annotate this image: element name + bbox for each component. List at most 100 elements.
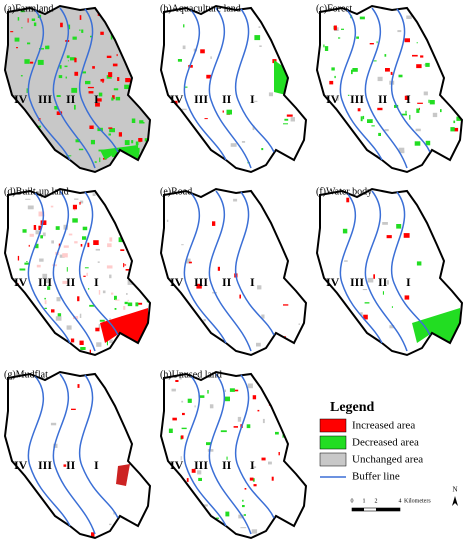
change-patch	[254, 100, 258, 102]
buffer-line	[364, 190, 408, 352]
change-patch	[280, 232, 282, 237]
change-patch	[42, 232, 46, 237]
change-patch	[31, 324, 35, 329]
change-patch	[138, 138, 143, 142]
scale-tick: 2	[375, 498, 378, 504]
change-patch	[38, 125, 41, 128]
change-patch	[32, 315, 36, 320]
change-patch	[22, 229, 27, 233]
zone-label: I	[250, 458, 255, 472]
change-patch	[187, 398, 192, 403]
north-arrow-icon	[452, 496, 458, 506]
change-patch	[194, 405, 196, 408]
change-patch	[268, 92, 273, 97]
scale-tick: 4	[399, 498, 402, 504]
change-patch	[359, 16, 365, 20]
change-patch	[423, 205, 426, 210]
change-patch	[124, 48, 128, 53]
change-patch	[233, 198, 238, 202]
change-patch	[371, 125, 375, 127]
map-panel: IV III II I(g)Mudflat	[4, 369, 151, 539]
change-patch	[166, 219, 169, 222]
change-patch	[99, 319, 105, 322]
change-patch	[85, 80, 91, 85]
buffer-line	[364, 7, 408, 169]
change-patch	[291, 256, 294, 261]
change-patch	[92, 193, 96, 196]
change-patch	[79, 202, 81, 205]
change-patch	[252, 478, 255, 482]
change-patch	[409, 114, 411, 120]
zone-label: II	[378, 275, 388, 289]
change-patch	[283, 304, 289, 306]
change-patch	[58, 75, 63, 79]
change-patch	[261, 148, 264, 151]
change-patch	[96, 98, 102, 102]
change-patch	[261, 314, 265, 319]
change-patch	[271, 476, 274, 481]
change-patch	[417, 102, 423, 104]
change-patch	[428, 99, 430, 103]
change-patch	[125, 156, 131, 161]
change-patch	[40, 220, 47, 225]
change-patch	[186, 478, 189, 482]
change-patch	[373, 274, 375, 279]
change-patch	[168, 142, 174, 147]
buffer-line	[78, 8, 119, 153]
panel-label: (a)Farmland	[4, 3, 53, 14]
change-patch	[44, 147, 50, 150]
change-patch	[74, 209, 76, 211]
change-patch	[254, 35, 261, 41]
change-patch	[63, 464, 67, 467]
change-patch	[385, 68, 390, 72]
change-patch	[27, 18, 29, 23]
change-patch	[78, 148, 84, 151]
change-patch	[179, 376, 182, 380]
change-patch	[454, 279, 460, 285]
zone-label: III	[38, 458, 52, 472]
change-patch	[74, 57, 77, 63]
change-patch	[440, 109, 442, 113]
change-patch	[21, 327, 24, 330]
change-patch	[17, 133, 22, 137]
change-patch	[68, 233, 73, 236]
change-patch	[135, 141, 139, 146]
zone-label: III	[350, 92, 364, 106]
change-patch	[30, 347, 32, 352]
change-patch	[171, 388, 176, 392]
change-patch	[37, 59, 44, 65]
change-patch	[384, 54, 387, 57]
change-patch	[77, 384, 80, 388]
change-patch	[147, 328, 150, 333]
change-patch	[169, 318, 174, 322]
change-patch	[146, 259, 150, 261]
change-patch	[124, 214, 129, 218]
change-patch	[217, 266, 220, 271]
change-patch	[74, 241, 78, 244]
change-patch	[363, 314, 368, 320]
change-patch	[256, 342, 261, 347]
change-patch	[172, 515, 178, 518]
change-patch	[454, 127, 459, 132]
change-patch	[124, 84, 130, 89]
buffer-line	[208, 373, 252, 535]
change-patch	[327, 143, 333, 147]
change-patch	[204, 118, 208, 120]
buffer-line	[78, 374, 119, 519]
change-patch	[10, 347, 16, 352]
change-patch	[380, 164, 386, 169]
change-patch	[456, 116, 462, 121]
zone-label: I	[94, 458, 99, 472]
panel-label: (c)Forest	[316, 3, 352, 14]
change-patch	[50, 205, 54, 208]
zone-label: II	[378, 92, 388, 106]
change-patch	[63, 245, 69, 248]
change-patch	[282, 13, 289, 18]
zone-label: III	[194, 458, 208, 472]
change-patch	[240, 527, 247, 529]
change-patch	[124, 140, 130, 145]
panel-label: (b)Aquaculture land	[160, 3, 241, 14]
change-patch	[27, 205, 34, 210]
zone-label: IV	[326, 275, 340, 289]
change-patch	[398, 147, 405, 153]
